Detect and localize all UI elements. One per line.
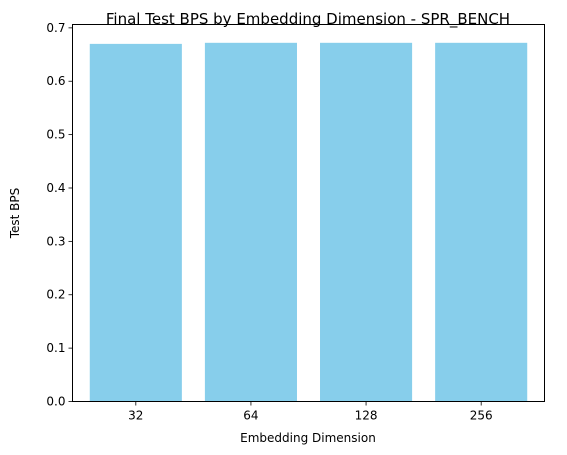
x-tick-label: 32: [128, 409, 143, 423]
y-tick-label: 0.0: [46, 395, 65, 409]
y-tick-label: 0.1: [46, 341, 65, 355]
y-tick-label: 0.4: [46, 181, 65, 195]
x-tick-label: 256: [470, 409, 493, 423]
x-axis-label: Embedding Dimension: [240, 431, 376, 445]
y-tick-label: 0.2: [46, 288, 65, 302]
chart-title: Final Test BPS by Embedding Dimension - …: [106, 10, 510, 29]
bar-64: [204, 42, 297, 402]
y-tick-label: 0.5: [46, 128, 65, 142]
y-axis: 0.0 0.1 0.2 0.3 0.4 0.5 0.6 0.7: [46, 21, 73, 409]
x-axis: 32 64 128 256: [128, 401, 493, 423]
x-tick-label: 128: [355, 409, 378, 423]
y-tick-label: 0.3: [46, 234, 65, 248]
y-tick-label: 0.6: [46, 74, 65, 88]
plot-frame: [72, 24, 545, 402]
bar-128: [320, 42, 413, 402]
bar-32: [89, 43, 182, 402]
bar-256: [435, 42, 528, 402]
bars-group: [89, 42, 528, 402]
x-tick-label: 64: [243, 409, 258, 423]
y-axis-label: Test BPS: [8, 188, 22, 240]
y-tick-label: 0.7: [46, 21, 65, 35]
